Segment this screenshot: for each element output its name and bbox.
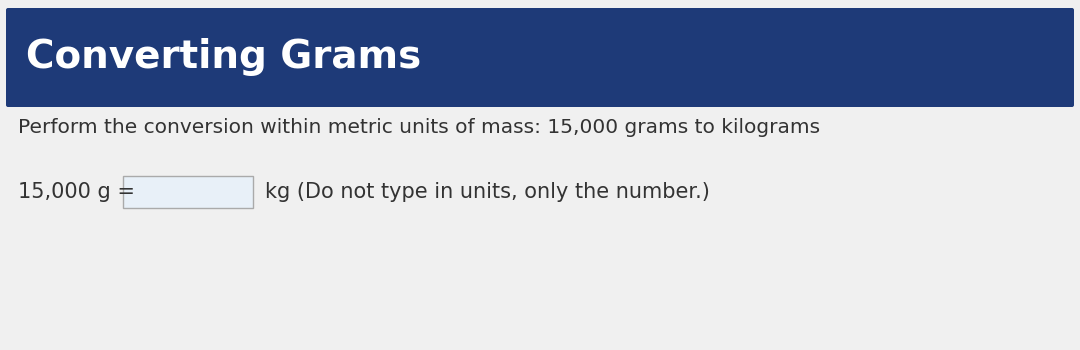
Text: 15,000 g =: 15,000 g = [18, 182, 135, 202]
Text: kg (Do not type in units, only the number.): kg (Do not type in units, only the numbe… [265, 182, 710, 202]
Text: Converting Grams: Converting Grams [26, 38, 421, 77]
FancyBboxPatch shape [123, 176, 253, 208]
FancyBboxPatch shape [6, 8, 1074, 107]
Text: Perform the conversion within metric units of mass: 15,000 grams to kilograms: Perform the conversion within metric uni… [18, 118, 820, 137]
